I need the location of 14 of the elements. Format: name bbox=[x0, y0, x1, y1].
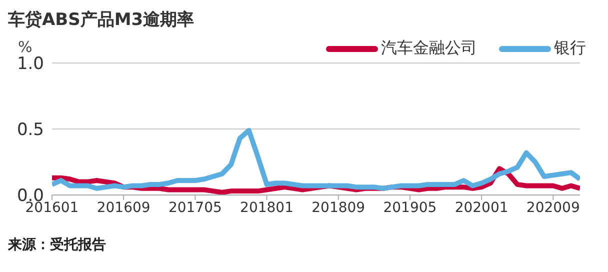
x-tick-label: 201801 bbox=[240, 200, 294, 216]
y-tick-label: 0.5 bbox=[16, 120, 44, 140]
x-tick-label: 201809 bbox=[312, 200, 366, 216]
y-axis-title: % bbox=[18, 38, 32, 56]
x-tick-label: 201609 bbox=[96, 200, 150, 216]
chart-title: 车贷ABS产品M3逾期率 bbox=[8, 9, 194, 31]
x-tick-label: 202001 bbox=[454, 200, 508, 216]
y-tick-label: 1.0 bbox=[16, 54, 44, 74]
x-tick-label: 201905 bbox=[383, 200, 437, 216]
x-tick-label: 201705 bbox=[168, 200, 222, 216]
source-note: 来源：受托报告 bbox=[8, 236, 106, 254]
legend-label: 汽车金融公司 bbox=[381, 38, 477, 59]
x-tick-label: 202009 bbox=[526, 200, 580, 216]
legend-label: 银行 bbox=[554, 38, 586, 59]
